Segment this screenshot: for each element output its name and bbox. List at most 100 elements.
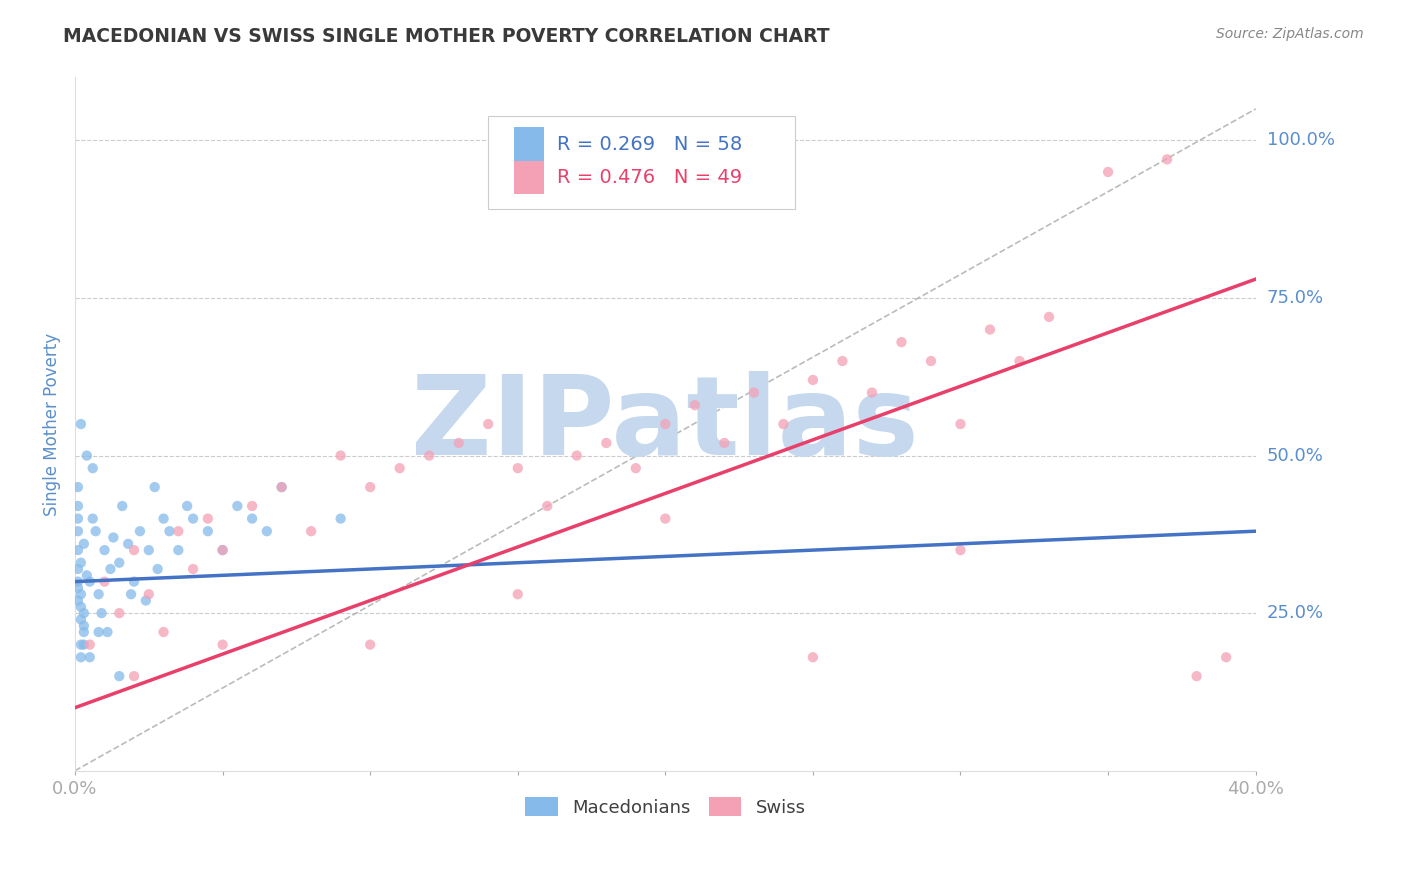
Point — [82, 511, 104, 525]
Point — [122, 669, 145, 683]
Point — [138, 543, 160, 558]
Point — [66, 524, 89, 539]
Bar — [515, 128, 544, 161]
Point — [772, 417, 794, 431]
Point — [256, 524, 278, 539]
Point — [654, 511, 676, 525]
Point — [920, 354, 942, 368]
Point — [108, 556, 131, 570]
Point — [73, 537, 96, 551]
Point — [713, 436, 735, 450]
Point — [176, 499, 198, 513]
Point — [66, 581, 89, 595]
Point — [93, 574, 115, 589]
Point — [79, 638, 101, 652]
Point — [79, 650, 101, 665]
Point — [122, 543, 145, 558]
Point — [70, 638, 93, 652]
Point — [152, 625, 174, 640]
Point — [108, 669, 131, 683]
Point — [66, 511, 89, 525]
Point — [1038, 310, 1060, 324]
Point — [93, 543, 115, 558]
Point — [103, 531, 125, 545]
Point — [73, 625, 96, 640]
Point — [70, 612, 93, 626]
Point — [66, 480, 89, 494]
Point — [66, 543, 89, 558]
Point — [890, 335, 912, 350]
Point — [624, 461, 647, 475]
Point — [70, 599, 93, 614]
Point — [1215, 650, 1237, 665]
Text: Source: ZipAtlas.com: Source: ZipAtlas.com — [1216, 27, 1364, 41]
Point — [146, 562, 169, 576]
Text: 50.0%: 50.0% — [1267, 447, 1323, 465]
Point — [87, 625, 110, 640]
Point — [100, 562, 122, 576]
Point — [270, 480, 292, 494]
Point — [70, 650, 93, 665]
Point — [418, 449, 440, 463]
Point — [1008, 354, 1031, 368]
FancyBboxPatch shape — [488, 116, 796, 209]
Y-axis label: Single Mother Poverty: Single Mother Poverty — [44, 333, 60, 516]
Point — [129, 524, 152, 539]
Legend: Macedonians, Swiss: Macedonians, Swiss — [517, 790, 813, 824]
Point — [70, 417, 93, 431]
Point — [87, 587, 110, 601]
Point — [860, 385, 883, 400]
Point — [831, 354, 853, 368]
Text: 25.0%: 25.0% — [1267, 604, 1324, 622]
Point — [122, 574, 145, 589]
Point — [108, 606, 131, 620]
Point — [211, 543, 233, 558]
Point — [211, 638, 233, 652]
Point — [1097, 165, 1119, 179]
Point — [159, 524, 181, 539]
Point — [143, 480, 166, 494]
Text: ZIPatlas: ZIPatlas — [412, 370, 920, 477]
Point — [329, 449, 352, 463]
Text: 75.0%: 75.0% — [1267, 289, 1324, 307]
Point — [181, 562, 204, 576]
Text: R = 0.476   N = 49: R = 0.476 N = 49 — [557, 169, 742, 187]
Point — [211, 543, 233, 558]
Point — [167, 543, 190, 558]
Text: R = 0.269   N = 58: R = 0.269 N = 58 — [557, 136, 742, 154]
Point — [76, 568, 98, 582]
Point — [1156, 153, 1178, 167]
Point — [477, 417, 499, 431]
Point — [120, 587, 142, 601]
Point — [388, 461, 411, 475]
Point — [270, 480, 292, 494]
Point — [135, 593, 157, 607]
Point — [565, 449, 588, 463]
Point — [96, 625, 118, 640]
Point — [79, 574, 101, 589]
Point — [979, 322, 1001, 336]
Point — [66, 574, 89, 589]
Point — [181, 511, 204, 525]
Point — [70, 556, 93, 570]
Point — [240, 499, 263, 513]
Bar — [515, 161, 544, 194]
Text: 100.0%: 100.0% — [1267, 131, 1334, 150]
Point — [299, 524, 322, 539]
Point — [117, 537, 139, 551]
Point — [595, 436, 617, 450]
Point — [240, 511, 263, 525]
Point — [801, 650, 824, 665]
Point — [801, 373, 824, 387]
Point — [152, 511, 174, 525]
Point — [536, 499, 558, 513]
Point — [447, 436, 470, 450]
Point — [73, 619, 96, 633]
Point — [138, 587, 160, 601]
Point — [226, 499, 249, 513]
Point — [506, 461, 529, 475]
Point — [111, 499, 134, 513]
Point — [73, 638, 96, 652]
Point — [1185, 669, 1208, 683]
Point — [66, 593, 89, 607]
